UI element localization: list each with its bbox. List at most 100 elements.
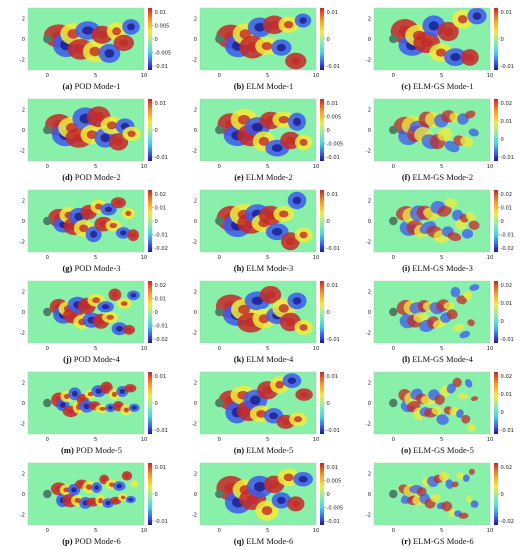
colorbar <box>494 99 498 161</box>
panel-caption: (f) ELM-GS Mode-2 <box>350 170 525 184</box>
panel-caption: (m) POD Mode-5 <box>4 443 179 457</box>
panel-letter: (b) <box>233 81 245 91</box>
panel-label: ELM Mode-6 <box>246 536 294 546</box>
colorbar-tick-label: -0.01 <box>501 232 514 238</box>
panel-label: POD Mode-1 <box>74 81 121 91</box>
x-tick-label: 10 <box>141 73 148 79</box>
colorbar-tick-label: -0.01 <box>327 64 340 70</box>
panel-label: POD Mode-3 <box>74 263 121 273</box>
cylinder-marker <box>215 489 224 499</box>
x-tick-label: 10 <box>487 528 494 534</box>
x-tick-label: 0 <box>392 346 395 352</box>
panel-letter: (q) <box>233 536 245 546</box>
colorbar <box>494 281 498 343</box>
colorbar-tick-label: -0.01 <box>327 519 340 525</box>
y-tick-label: -2 <box>20 58 25 64</box>
colorbar-tick-label: 0 <box>327 128 330 134</box>
colorbar-tick-label: -0.02 <box>155 246 168 252</box>
panel-letter: (l) <box>402 354 411 364</box>
x-tick-label: 5 <box>266 346 269 352</box>
x-tick-label: 5 <box>94 255 97 261</box>
panel-j: 0 5 10 2 0 -2 0.02 0.01 0 -0.01 -0.02 (j) POD Mode-… <box>4 275 179 366</box>
x-tick-label: 5 <box>94 73 97 79</box>
x-tick-label: 5 <box>94 528 97 534</box>
panel-label: POD Mode-6 <box>74 536 121 546</box>
y-tick-label: 0 <box>368 310 371 316</box>
colorbar-tick-label: -0.01 <box>155 519 168 525</box>
panel-label: ELM-GS Mode-2 <box>412 172 474 182</box>
panel-b: 0 5 10 2 0 -2 0.01 0 -0.01 (b) ELM Mode-1 <box>176 2 351 93</box>
y-tick-label: -2 <box>366 331 371 337</box>
colorbar-tick-label: -0.005 <box>327 141 344 147</box>
mode-contour-plot: 0 5 10 2 0 -2 0.01 0 -0.01 <box>366 7 514 79</box>
panel-letter: (j) <box>63 354 72 364</box>
colorbar-tick-label: 0 <box>155 128 158 134</box>
cylinder-marker <box>389 216 398 226</box>
x-tick-label: 10 <box>141 255 148 261</box>
mode-contour-plot: 0 5 10 2 0 -2 0.01 0 -0.01 <box>20 371 168 443</box>
y-tick-label: -2 <box>20 149 25 155</box>
panel-caption: (e) ELM Mode-2 <box>176 170 351 184</box>
panel-label: ELM Mode-4 <box>246 354 294 364</box>
colorbar <box>148 99 152 161</box>
x-tick-label: 0 <box>392 73 395 79</box>
panel-c: 0 5 10 2 0 -2 0.01 0 -0.01 (c) ELM-GS Mode-1 <box>350 2 525 93</box>
y-tick-label: -2 <box>20 422 25 428</box>
colorbar <box>148 8 152 70</box>
panel-label: POD Mode-5 <box>75 445 122 455</box>
colorbar <box>148 372 152 434</box>
panel-label: ELM-GS Mode-1 <box>412 81 474 91</box>
colorbar-tick-label: 0.02 <box>501 465 513 471</box>
mode-structures <box>43 19 140 63</box>
panel-m: 0 5 10 2 0 -2 0.01 0 -0.01 (m) POD Mode-5 <box>4 366 179 457</box>
colorbar <box>320 190 324 252</box>
mode-structures <box>398 377 479 432</box>
mode-structures <box>51 381 140 418</box>
y-tick-label: 2 <box>22 107 25 113</box>
x-tick-label: 0 <box>218 346 221 352</box>
mode-structures <box>396 198 480 244</box>
colorbar-tick-label: 0.01 <box>155 10 167 16</box>
y-tick-label: 0 <box>22 401 25 407</box>
cylinder-marker <box>43 34 52 44</box>
panel-letter: (e) <box>234 172 244 182</box>
colorbar-tick-label: 0 <box>155 401 158 407</box>
colorbar-tick-label: 0 <box>327 492 330 498</box>
colorbar-tick-label: -0.01 <box>327 155 340 161</box>
panel-a: 0 5 10 2 0 -2 0.01 0.005 0 -0.005 -0.01 (a) POD Mod… <box>4 2 179 93</box>
y-tick-label: 0 <box>194 37 197 43</box>
colorbar-tick-label: -0.02 <box>155 337 168 343</box>
panel-label: ELM-GS Mode-6 <box>412 536 474 546</box>
colorbar-tick-label: 0 <box>501 319 504 325</box>
y-tick-label: 0 <box>194 492 197 498</box>
mode-contour-plot: 0 5 10 2 0 -2 0.02 0 -0.02 <box>366 462 514 534</box>
colorbar <box>148 463 152 525</box>
mode-structures <box>45 106 141 151</box>
x-tick-label: 0 <box>392 528 395 534</box>
panel-letter: (o) <box>401 445 412 455</box>
y-tick-label: -2 <box>366 513 371 519</box>
y-tick-label: 0 <box>22 37 25 43</box>
y-tick-label: -2 <box>20 513 25 519</box>
panel-n: 0 5 10 2 0 -2 0.01 0 -0.01 (n) ELM Mode-5 <box>176 366 351 457</box>
x-tick-label: 10 <box>141 528 148 534</box>
panel-label: ELM-GS Mode-5 <box>413 445 474 455</box>
x-tick-label: 5 <box>266 437 269 443</box>
cylinder-marker <box>43 489 52 499</box>
colorbar-tick-label: -0.01 <box>155 428 168 434</box>
panel-p: 0 5 10 2 0 -2 0.01 0 -0.01 (p) POD Mode-6 <box>4 457 179 548</box>
y-tick-label: 0 <box>368 37 371 43</box>
mode-contour-plot: 0 5 10 2 0 -2 0.02 0.01 0 -0.01 -0.02 <box>20 280 168 352</box>
mode-contour-plot: 0 5 10 2 0 -2 0.02 0.01 0 -0.01 -0.02 <box>366 189 514 261</box>
colorbar-tick-label: 0.01 <box>327 465 339 471</box>
x-tick-label: 5 <box>440 528 443 534</box>
x-tick-label: 5 <box>266 528 269 534</box>
colorbar-tick-label: -0.01 <box>155 232 168 238</box>
y-tick-label: 2 <box>22 198 25 204</box>
panel-letter: (i) <box>402 263 411 273</box>
y-tick-label: 2 <box>368 471 371 477</box>
colorbar-tick-label: 0 <box>155 219 158 225</box>
x-tick-label: 10 <box>487 255 494 261</box>
x-tick-label: 0 <box>46 437 49 443</box>
panel-label: POD Mode-4 <box>73 354 120 364</box>
